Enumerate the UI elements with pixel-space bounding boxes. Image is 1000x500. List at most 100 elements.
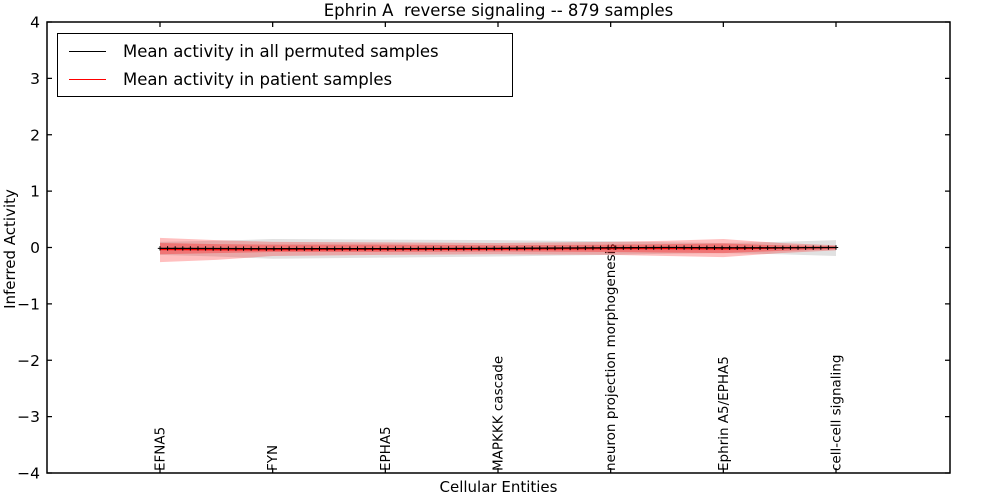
data-point-marker xyxy=(362,246,368,251)
data-point-marker xyxy=(697,245,702,250)
data-point-marker xyxy=(438,246,444,251)
data-point-marker xyxy=(385,246,391,251)
data-point-marker xyxy=(818,245,824,250)
data-point-marker xyxy=(643,245,649,250)
data-point-marker xyxy=(613,245,618,250)
y-tick-label: −1 xyxy=(17,295,40,313)
data-point-marker xyxy=(780,245,786,250)
data-point-marker xyxy=(765,245,770,250)
chart-title: Ephrin A reverse signaling -- 879 sample… xyxy=(323,1,674,20)
data-point-marker xyxy=(233,246,239,251)
data-point-marker xyxy=(552,245,558,251)
data-point-marker xyxy=(590,245,596,251)
y-tick-label: 0 xyxy=(30,239,40,257)
data-point-marker xyxy=(294,246,299,251)
data-point-marker xyxy=(248,246,254,251)
data-point-marker xyxy=(514,246,520,251)
data-point-marker xyxy=(226,246,231,251)
data-point-marker xyxy=(727,245,732,250)
data-point-marker xyxy=(264,246,269,251)
data-point-marker xyxy=(659,245,664,250)
data-point-marker xyxy=(423,246,429,251)
data-point-marker xyxy=(719,245,725,250)
data-point-marker xyxy=(666,245,672,250)
x-tick-label: Ephrin A5/EPHA5 xyxy=(716,356,732,471)
data-point-marker xyxy=(795,245,801,250)
data-point-marker xyxy=(271,246,277,251)
data-point-marker xyxy=(628,245,634,250)
data-point-marker xyxy=(704,245,710,250)
data-point-marker xyxy=(499,246,504,251)
data-point-marker xyxy=(742,245,748,250)
y-tick-label: −2 xyxy=(17,352,40,370)
data-point-marker xyxy=(218,246,223,251)
data-point-marker xyxy=(651,245,656,250)
patient-std-band xyxy=(160,237,836,263)
data-point-marker xyxy=(393,246,398,251)
patient-line-sample-icon xyxy=(69,78,106,80)
data-point-marker xyxy=(302,246,307,251)
y-tick-label: 2 xyxy=(30,126,40,144)
permuted-line-sample-icon xyxy=(69,50,106,52)
data-point-marker xyxy=(446,246,451,251)
data-point-marker xyxy=(469,246,474,251)
data-point-marker xyxy=(545,245,550,251)
x-tick-label: EFNA5 xyxy=(153,427,169,471)
y-tick-label: −3 xyxy=(17,408,40,426)
data-point-marker xyxy=(180,246,185,251)
x-tick-label: neuron projection morphogenesis xyxy=(603,244,619,471)
data-point-marker xyxy=(537,245,542,251)
data-point-marker xyxy=(598,245,603,251)
data-point-marker xyxy=(529,245,535,251)
data-point-marker xyxy=(309,246,315,251)
legend-item-patient: Mean activity in patient samples xyxy=(58,65,512,93)
data-point-marker xyxy=(735,245,740,250)
data-point-marker xyxy=(256,246,261,251)
legend-item-permuted: Mean activity in all permuted samples xyxy=(58,37,512,65)
legend-label: Mean activity in patient samples xyxy=(123,69,393,89)
data-point-marker xyxy=(689,245,694,250)
data-point-marker xyxy=(803,245,808,250)
y-tick-label: 4 xyxy=(30,14,40,32)
data-point-marker xyxy=(355,246,360,251)
data-point-marker xyxy=(400,246,406,251)
data-point-marker xyxy=(408,246,413,251)
x-tick-label: cell-cell signaling xyxy=(829,355,845,471)
data-point-marker xyxy=(621,245,626,250)
legend: Mean activity in all permuted samples Me… xyxy=(57,33,513,97)
data-point-marker xyxy=(583,245,588,251)
data-point-marker xyxy=(370,246,375,251)
data-point-marker xyxy=(484,246,489,251)
data-point-marker xyxy=(788,245,793,250)
data-point-marker xyxy=(674,245,679,250)
data-point-marker xyxy=(712,245,717,250)
data-point-marker xyxy=(317,246,322,251)
data-point-marker xyxy=(575,245,580,251)
data-point-marker xyxy=(279,246,284,251)
data-point-marker xyxy=(188,246,193,251)
data-point-marker xyxy=(324,246,330,251)
data-point-marker xyxy=(826,245,831,250)
data-point-marker xyxy=(750,245,755,250)
y-tick-label: 1 xyxy=(30,183,40,201)
data-point-marker xyxy=(461,246,467,251)
data-point-marker xyxy=(195,246,201,251)
data-point-marker xyxy=(507,246,512,251)
y-tick-label: −4 xyxy=(17,465,40,483)
data-point-marker xyxy=(172,246,178,251)
data-point-marker xyxy=(286,246,292,251)
x-tick-label: EPHA5 xyxy=(378,426,394,471)
data-point-marker xyxy=(165,246,170,251)
data-point-marker xyxy=(340,246,345,251)
y-tick-label: 3 xyxy=(30,70,40,88)
y-axis-label: Inferred Activity xyxy=(1,189,19,309)
data-point-marker xyxy=(241,246,246,251)
data-point-marker xyxy=(476,246,482,251)
data-point-marker xyxy=(210,246,216,251)
data-point-marker xyxy=(416,246,421,251)
x-axis-label: Cellular Entities xyxy=(439,478,558,496)
data-point-marker xyxy=(605,245,611,250)
legend-label: Mean activity in all permuted samples xyxy=(123,41,439,61)
